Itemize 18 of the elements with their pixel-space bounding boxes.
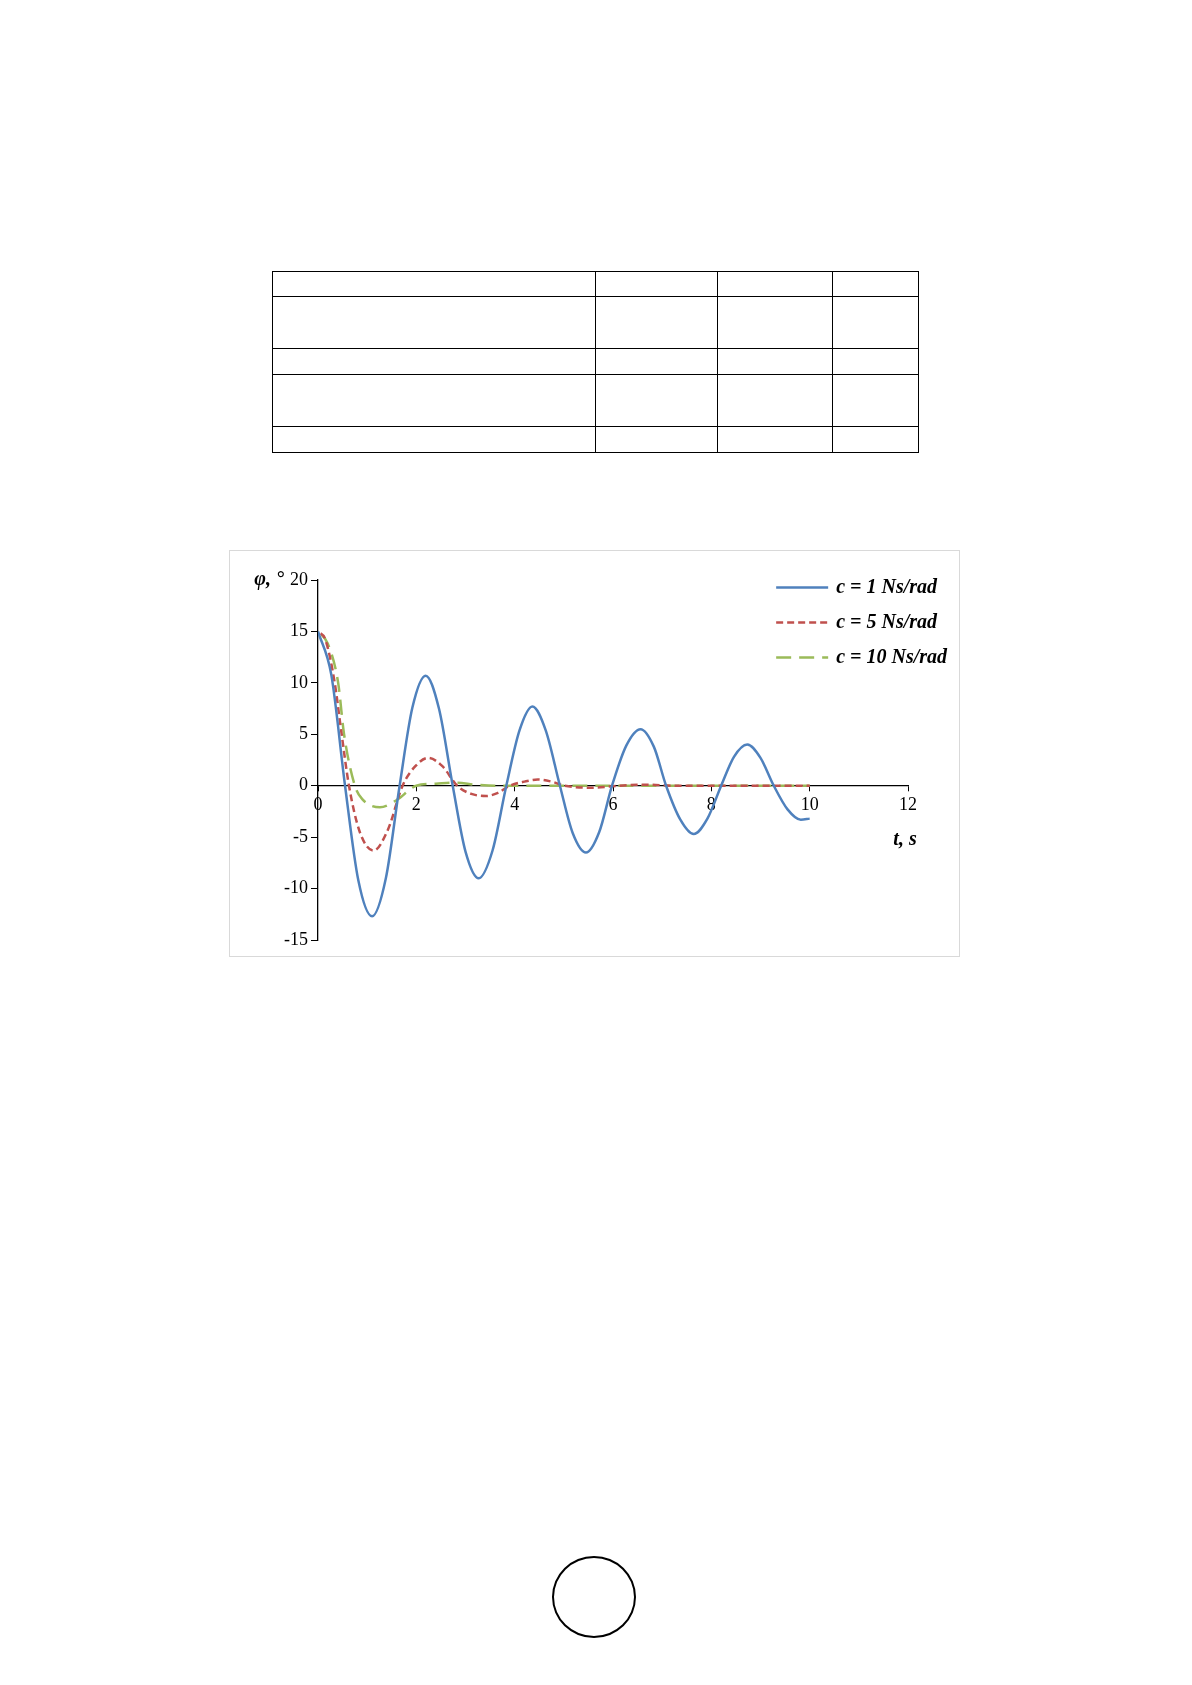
legend-label: c = 1 Ns/rad (836, 574, 938, 597)
x-tick-label: 2 (411, 794, 421, 815)
y-tick-label: 0 (299, 774, 308, 795)
y-tick-label: 10 (290, 671, 308, 692)
x-tick-label: 6 (608, 794, 618, 815)
legend-label: c = 10 Ns/rad (836, 644, 948, 667)
x-tick-label: 10 (800, 794, 819, 815)
y-tick-label: -15 (284, 928, 308, 949)
y-tick-label: 15 (290, 620, 308, 641)
y-tick-label: -5 (293, 825, 308, 846)
x-tick-label: 12 (899, 794, 917, 815)
y-tick-label: 20 (290, 568, 308, 589)
legend-label: c = 5 Ns/rad (836, 609, 938, 632)
y-tick-label: -10 (284, 877, 308, 898)
x-tick-label: 4 (510, 794, 520, 815)
x-axis-title: t, s (893, 826, 917, 849)
y-axis-title: φ, ° (254, 567, 284, 591)
y-tick-label: 5 (299, 723, 308, 744)
